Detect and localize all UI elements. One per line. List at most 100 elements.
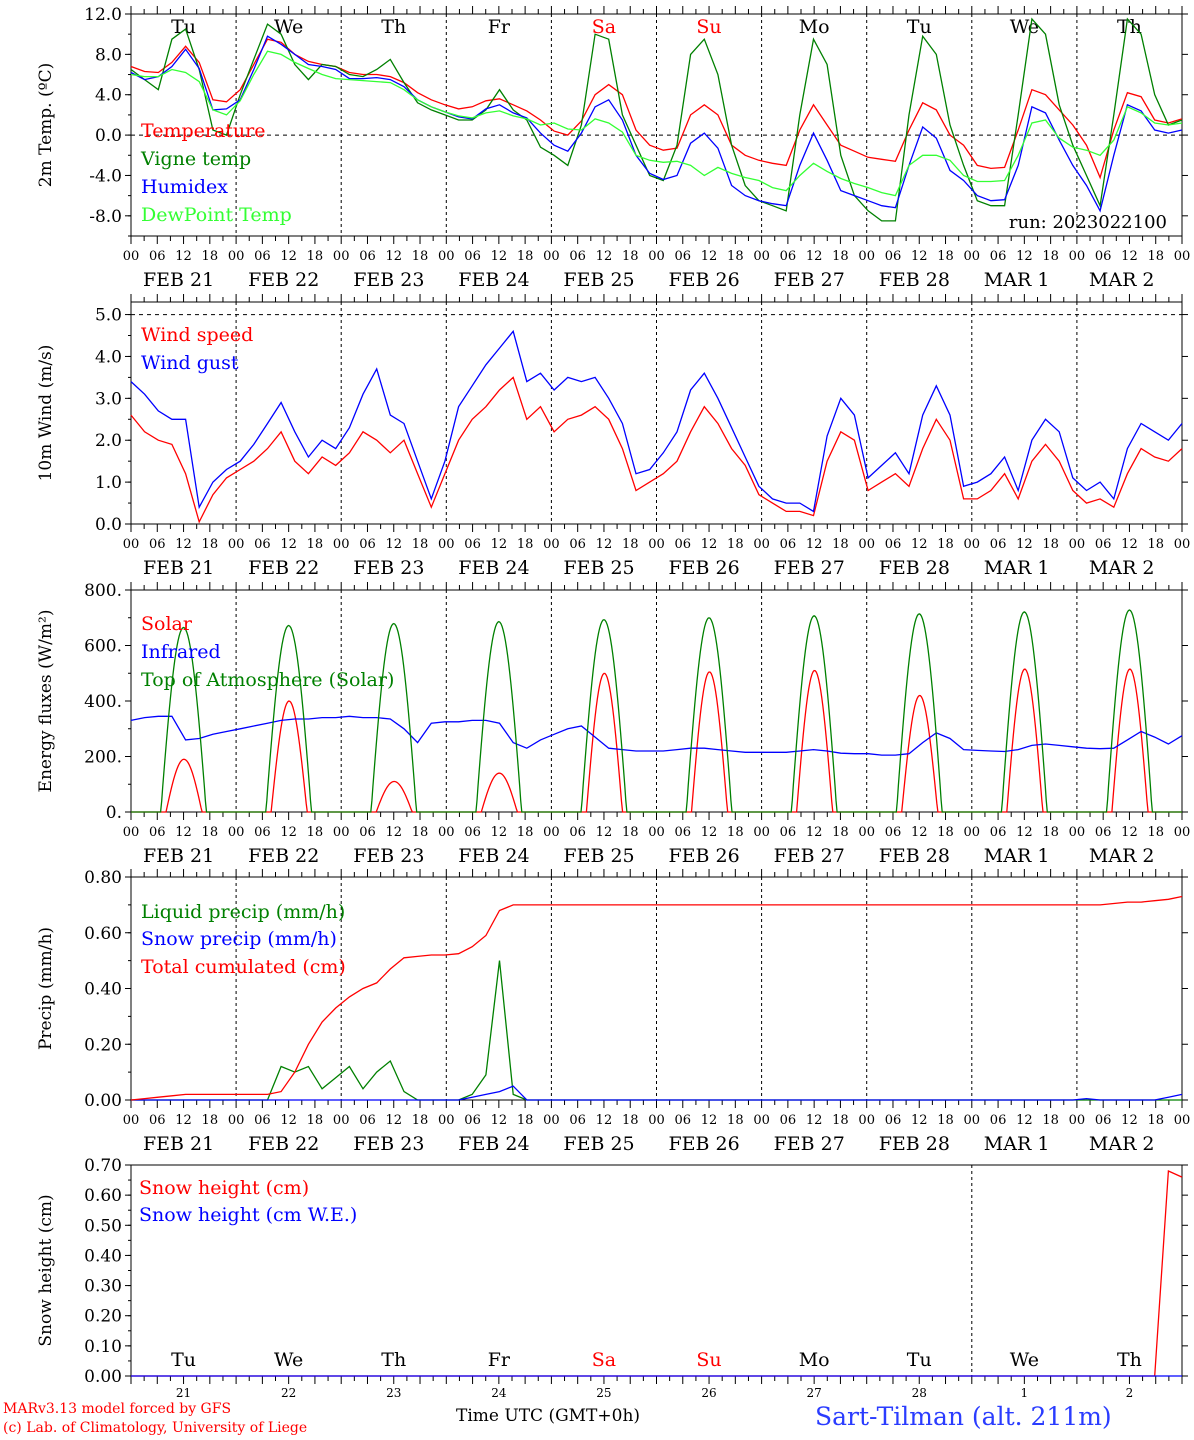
hour-tick-label: 06 (149, 825, 166, 840)
weekday-label: Tu (171, 16, 196, 38)
hour-tick-label: 18 (412, 249, 429, 264)
date-label: FEB 28 (879, 1133, 950, 1155)
hour-tick-label: 06 (780, 537, 797, 552)
hour-tick-label: 18 (1147, 537, 1164, 552)
hour-tick-label: 06 (990, 249, 1007, 264)
hour-tick-label: 12 (1016, 1113, 1033, 1128)
weekday-label: Su (696, 16, 721, 38)
hour-tick-label: 18 (1042, 1113, 1059, 1128)
hour-tick-label: 18 (937, 825, 954, 840)
date-label: FEB 27 (774, 269, 845, 291)
weekday-label: Mo (799, 16, 830, 38)
weekday-label: Fr (488, 1349, 511, 1371)
day-number-label: 22 (281, 1386, 296, 1400)
day-number-label: 24 (491, 1386, 507, 1400)
legend-entry: Temperature (141, 120, 265, 142)
hour-tick-label: 00 (1174, 249, 1191, 264)
panel-1: 12.0 8.0 4.0 0.0 -4.0 -8.0 2m Temp. (ºC) 00 06 12… (36, 5, 1190, 291)
hour-tick-label: 00 (438, 825, 455, 840)
date-label: MAR 2 (1089, 557, 1155, 579)
hour-tick-label: 18 (412, 825, 429, 840)
y-tick-label: 3.0 (95, 389, 122, 409)
hour-tick-label: 00 (333, 1113, 350, 1128)
legend-entry: DewPoint Temp (141, 204, 292, 226)
hour-tick-label: 18 (202, 249, 219, 264)
y-tick-label: -8.0 (89, 207, 122, 227)
y-tick-label: 0.40 (84, 1246, 122, 1266)
legend-entry: Snow height (cm W.E.) (139, 1204, 357, 1226)
series-line-infrared (130, 715, 1183, 756)
weekday-label: Th (1117, 1349, 1142, 1371)
hour-tick-label: 00 (1069, 537, 1086, 552)
date-label: FEB 21 (143, 557, 214, 579)
panel-2: 5.0 4.0 3.0 2.0 1.0 0.0 10m Wind (m/s) 00 06 12 18… (36, 294, 1190, 579)
hour-tick-label: 00 (333, 537, 350, 552)
hour-tick-label: 06 (359, 537, 376, 552)
hour-tick-label: 12 (1016, 249, 1033, 264)
hour-tick-label: 18 (622, 249, 639, 264)
date-label: MAR 1 (984, 1133, 1050, 1155)
hour-tick-label: 00 (858, 825, 875, 840)
copyright-credit: (c) Lab. of Climatology, University of L… (3, 1420, 308, 1436)
model-credit: MARv3.13 model forced by GFS (3, 1401, 232, 1417)
date-label: FEB 27 (774, 845, 845, 867)
date-label: MAR 1 (984, 557, 1050, 579)
hour-tick-label: 12 (701, 1113, 718, 1128)
hour-tick-label: 06 (675, 249, 692, 264)
hour-tick-label: 12 (596, 1113, 613, 1128)
day-number-label: 21 (176, 1386, 191, 1400)
date-label: FEB 23 (353, 269, 424, 291)
hour-tick-label: 12 (280, 537, 297, 552)
weekday-label: We (274, 16, 303, 38)
date-label: FEB 26 (669, 1133, 740, 1155)
day-number-label: 23 (386, 1386, 401, 1400)
hour-tick-label: 12 (491, 825, 508, 840)
hour-tick-label: 12 (1121, 1113, 1138, 1128)
hour-tick-label: 06 (675, 537, 692, 552)
hour-tick-label: 06 (675, 1113, 692, 1128)
day-number-label: 25 (596, 1386, 611, 1400)
day-number-label: 28 (912, 1386, 927, 1400)
hour-tick-label: 00 (228, 1113, 245, 1128)
hour-tick-label: 18 (832, 1113, 849, 1128)
y-tick-label: 8.0 (95, 45, 122, 65)
date-label: FEB 27 (774, 557, 845, 579)
hour-tick-label: 06 (885, 825, 902, 840)
date-label: FEB 21 (143, 845, 214, 867)
y-axis-label: 2m Temp. (ºC) (36, 63, 56, 188)
hour-tick-label: 18 (1147, 825, 1164, 840)
hour-tick-label: 12 (385, 1113, 402, 1128)
hour-tick-label: 00 (543, 537, 560, 552)
hour-tick-label: 12 (1121, 537, 1138, 552)
hour-tick-label: 12 (385, 825, 402, 840)
hour-tick-label: 12 (175, 249, 192, 264)
hour-tick-label: 18 (412, 1113, 429, 1128)
date-label: FEB 22 (248, 557, 319, 579)
y-tick-label: 0.40 (84, 980, 122, 1000)
y-axis-label: Snow height (cm) (36, 1194, 56, 1346)
hour-tick-label: 00 (1174, 825, 1191, 840)
hour-tick-label: 00 (228, 249, 245, 264)
hour-tick-label: 18 (622, 825, 639, 840)
hour-tick-label: 18 (517, 825, 534, 840)
hour-tick-label: 06 (885, 1113, 902, 1128)
hour-tick-label: 06 (149, 249, 166, 264)
date-label: MAR 1 (984, 269, 1050, 291)
legend-entry: Vigne temp (140, 148, 251, 170)
series-line-wind-speed (130, 376, 1183, 524)
hour-tick-label: 00 (964, 1113, 981, 1128)
hour-tick-label: 06 (254, 1113, 271, 1128)
legend-entry: Wind gust (141, 352, 239, 374)
y-tick-label: 1.0 (95, 473, 122, 493)
y-tick-label: 0.60 (84, 924, 122, 944)
station-title: Sart-Tilman (alt. 211m) (815, 1402, 1112, 1431)
hour-tick-label: 06 (1095, 537, 1112, 552)
weekday-label: Su (696, 1349, 721, 1371)
date-label: FEB 24 (458, 845, 529, 867)
y-tick-label: -4.0 (89, 166, 122, 186)
hour-tick-label: 06 (885, 537, 902, 552)
series-line-temperature (130, 38, 1183, 180)
weekday-label: Th (1117, 16, 1142, 38)
weekday-label: Mo (799, 1349, 830, 1371)
y-tick-label: 0.30 (84, 1277, 122, 1297)
